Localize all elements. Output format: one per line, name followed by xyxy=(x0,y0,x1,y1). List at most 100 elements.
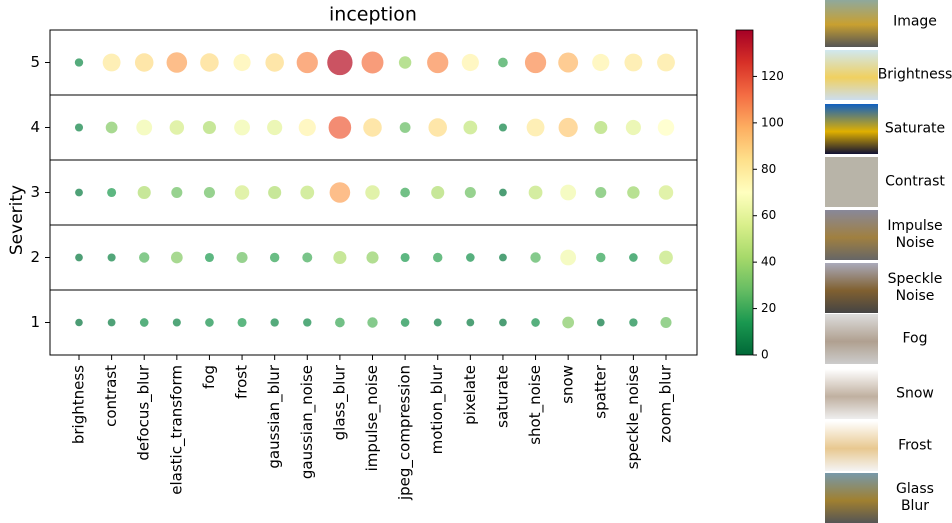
x-tick-label: zoom_blur xyxy=(657,364,676,443)
thumbnail xyxy=(825,314,878,364)
bubble xyxy=(75,189,83,197)
bubble xyxy=(205,253,214,262)
thumbnail-label: Speckle Noise xyxy=(884,271,946,305)
x-tick-label: spatter xyxy=(591,364,609,419)
x-tick-label: glass_blur xyxy=(330,364,349,440)
chart-title: inception xyxy=(329,4,417,26)
x-tick-label: pixelate xyxy=(461,365,479,425)
bubble xyxy=(559,118,578,137)
bubble xyxy=(594,121,607,134)
y-tick-label: 4 xyxy=(30,118,40,136)
bubble xyxy=(400,188,410,198)
thumbnail-label: Impulse Noise xyxy=(884,218,946,252)
bubble xyxy=(433,253,442,262)
bubble xyxy=(627,186,639,198)
bubble xyxy=(333,251,346,264)
thumbnail xyxy=(825,421,878,471)
colorbar xyxy=(736,30,753,355)
thumbnail-label: Fog xyxy=(884,331,946,348)
bubble xyxy=(624,54,642,72)
x-tick-label: speckle_noise xyxy=(624,365,643,469)
bubble xyxy=(234,120,250,136)
bubble xyxy=(327,50,352,75)
thumbnail-label: Frost xyxy=(884,438,946,455)
bubble xyxy=(626,120,641,135)
chart: inception Severity 12345brightnesscontra… xyxy=(0,0,952,523)
bubble xyxy=(267,120,282,135)
bubble xyxy=(529,186,543,200)
bubble xyxy=(400,122,411,133)
thumbnail-label: Snow xyxy=(884,386,946,403)
bubble xyxy=(660,317,671,328)
y-tick-label: 2 xyxy=(30,248,40,266)
bubble xyxy=(434,319,442,327)
y-tick-label: 1 xyxy=(30,313,40,331)
bubble xyxy=(363,118,382,137)
y-tick-label: 3 xyxy=(30,183,40,201)
bubble xyxy=(525,52,546,73)
y-axis-label: Severity xyxy=(7,185,27,255)
x-tick-label: impulse_noise xyxy=(363,365,382,471)
bubble xyxy=(597,319,605,327)
bubble xyxy=(200,53,219,72)
bubble xyxy=(562,317,574,329)
bubble xyxy=(107,188,116,197)
x-tick-label: defocus_blur xyxy=(135,364,154,460)
bubble xyxy=(167,52,188,73)
thumbnail-label: Brightness xyxy=(875,67,952,84)
bubble xyxy=(499,189,507,197)
bubble xyxy=(103,54,121,72)
bubble xyxy=(268,186,281,199)
bubble xyxy=(302,253,312,263)
bubble xyxy=(592,54,609,71)
thumbnail xyxy=(825,369,878,419)
bubble xyxy=(138,186,151,199)
thumbnail-label: Glass Blur xyxy=(884,481,946,515)
bubble xyxy=(203,121,216,134)
bubble xyxy=(560,185,576,201)
bubble xyxy=(75,123,83,131)
bubble xyxy=(205,318,214,327)
colorbar-tick-label: 80 xyxy=(761,162,776,176)
x-tick-label: brightness xyxy=(70,365,88,444)
page: inception Severity 12345brightnesscontra… xyxy=(0,0,952,523)
bubble xyxy=(366,251,378,263)
colorbar-tick-label: 60 xyxy=(761,208,776,222)
thumbnail xyxy=(825,210,878,260)
x-tick-label: fog xyxy=(200,365,218,389)
bubble xyxy=(499,123,507,131)
bubble xyxy=(299,119,316,136)
bubble xyxy=(499,254,507,262)
bubble xyxy=(367,317,377,327)
bubble xyxy=(466,319,474,327)
colorbar-tick-label: 120 xyxy=(761,69,784,83)
thumbnail xyxy=(825,473,878,523)
bubble xyxy=(270,318,278,326)
bubble xyxy=(629,253,638,262)
bubble xyxy=(431,186,444,199)
bubble xyxy=(629,318,637,326)
bubble xyxy=(238,318,247,327)
x-tick-label: gaussian_blur xyxy=(265,364,284,468)
bubble xyxy=(659,185,673,199)
colorbar-tick-label: 0 xyxy=(761,348,769,362)
bubble xyxy=(233,54,250,71)
x-tick-label: contrast xyxy=(102,365,120,427)
bubble xyxy=(75,254,83,262)
bubble xyxy=(558,53,578,73)
bubble xyxy=(173,318,181,326)
bubble xyxy=(658,119,675,136)
bubble xyxy=(335,318,345,328)
x-tick-label: motion_blur xyxy=(428,364,447,454)
x-tick-label: elastic_transform xyxy=(167,365,186,495)
bubble xyxy=(108,319,116,327)
bubble xyxy=(237,252,248,263)
bubble xyxy=(531,318,540,327)
bubble xyxy=(136,120,152,136)
colorbar-tick-label: 40 xyxy=(761,255,776,269)
colorbar-tick-label: 100 xyxy=(761,115,784,129)
x-tick-label: snow xyxy=(559,365,577,404)
bubble xyxy=(427,52,448,73)
bubble xyxy=(170,120,184,134)
thumbnail xyxy=(825,263,878,313)
